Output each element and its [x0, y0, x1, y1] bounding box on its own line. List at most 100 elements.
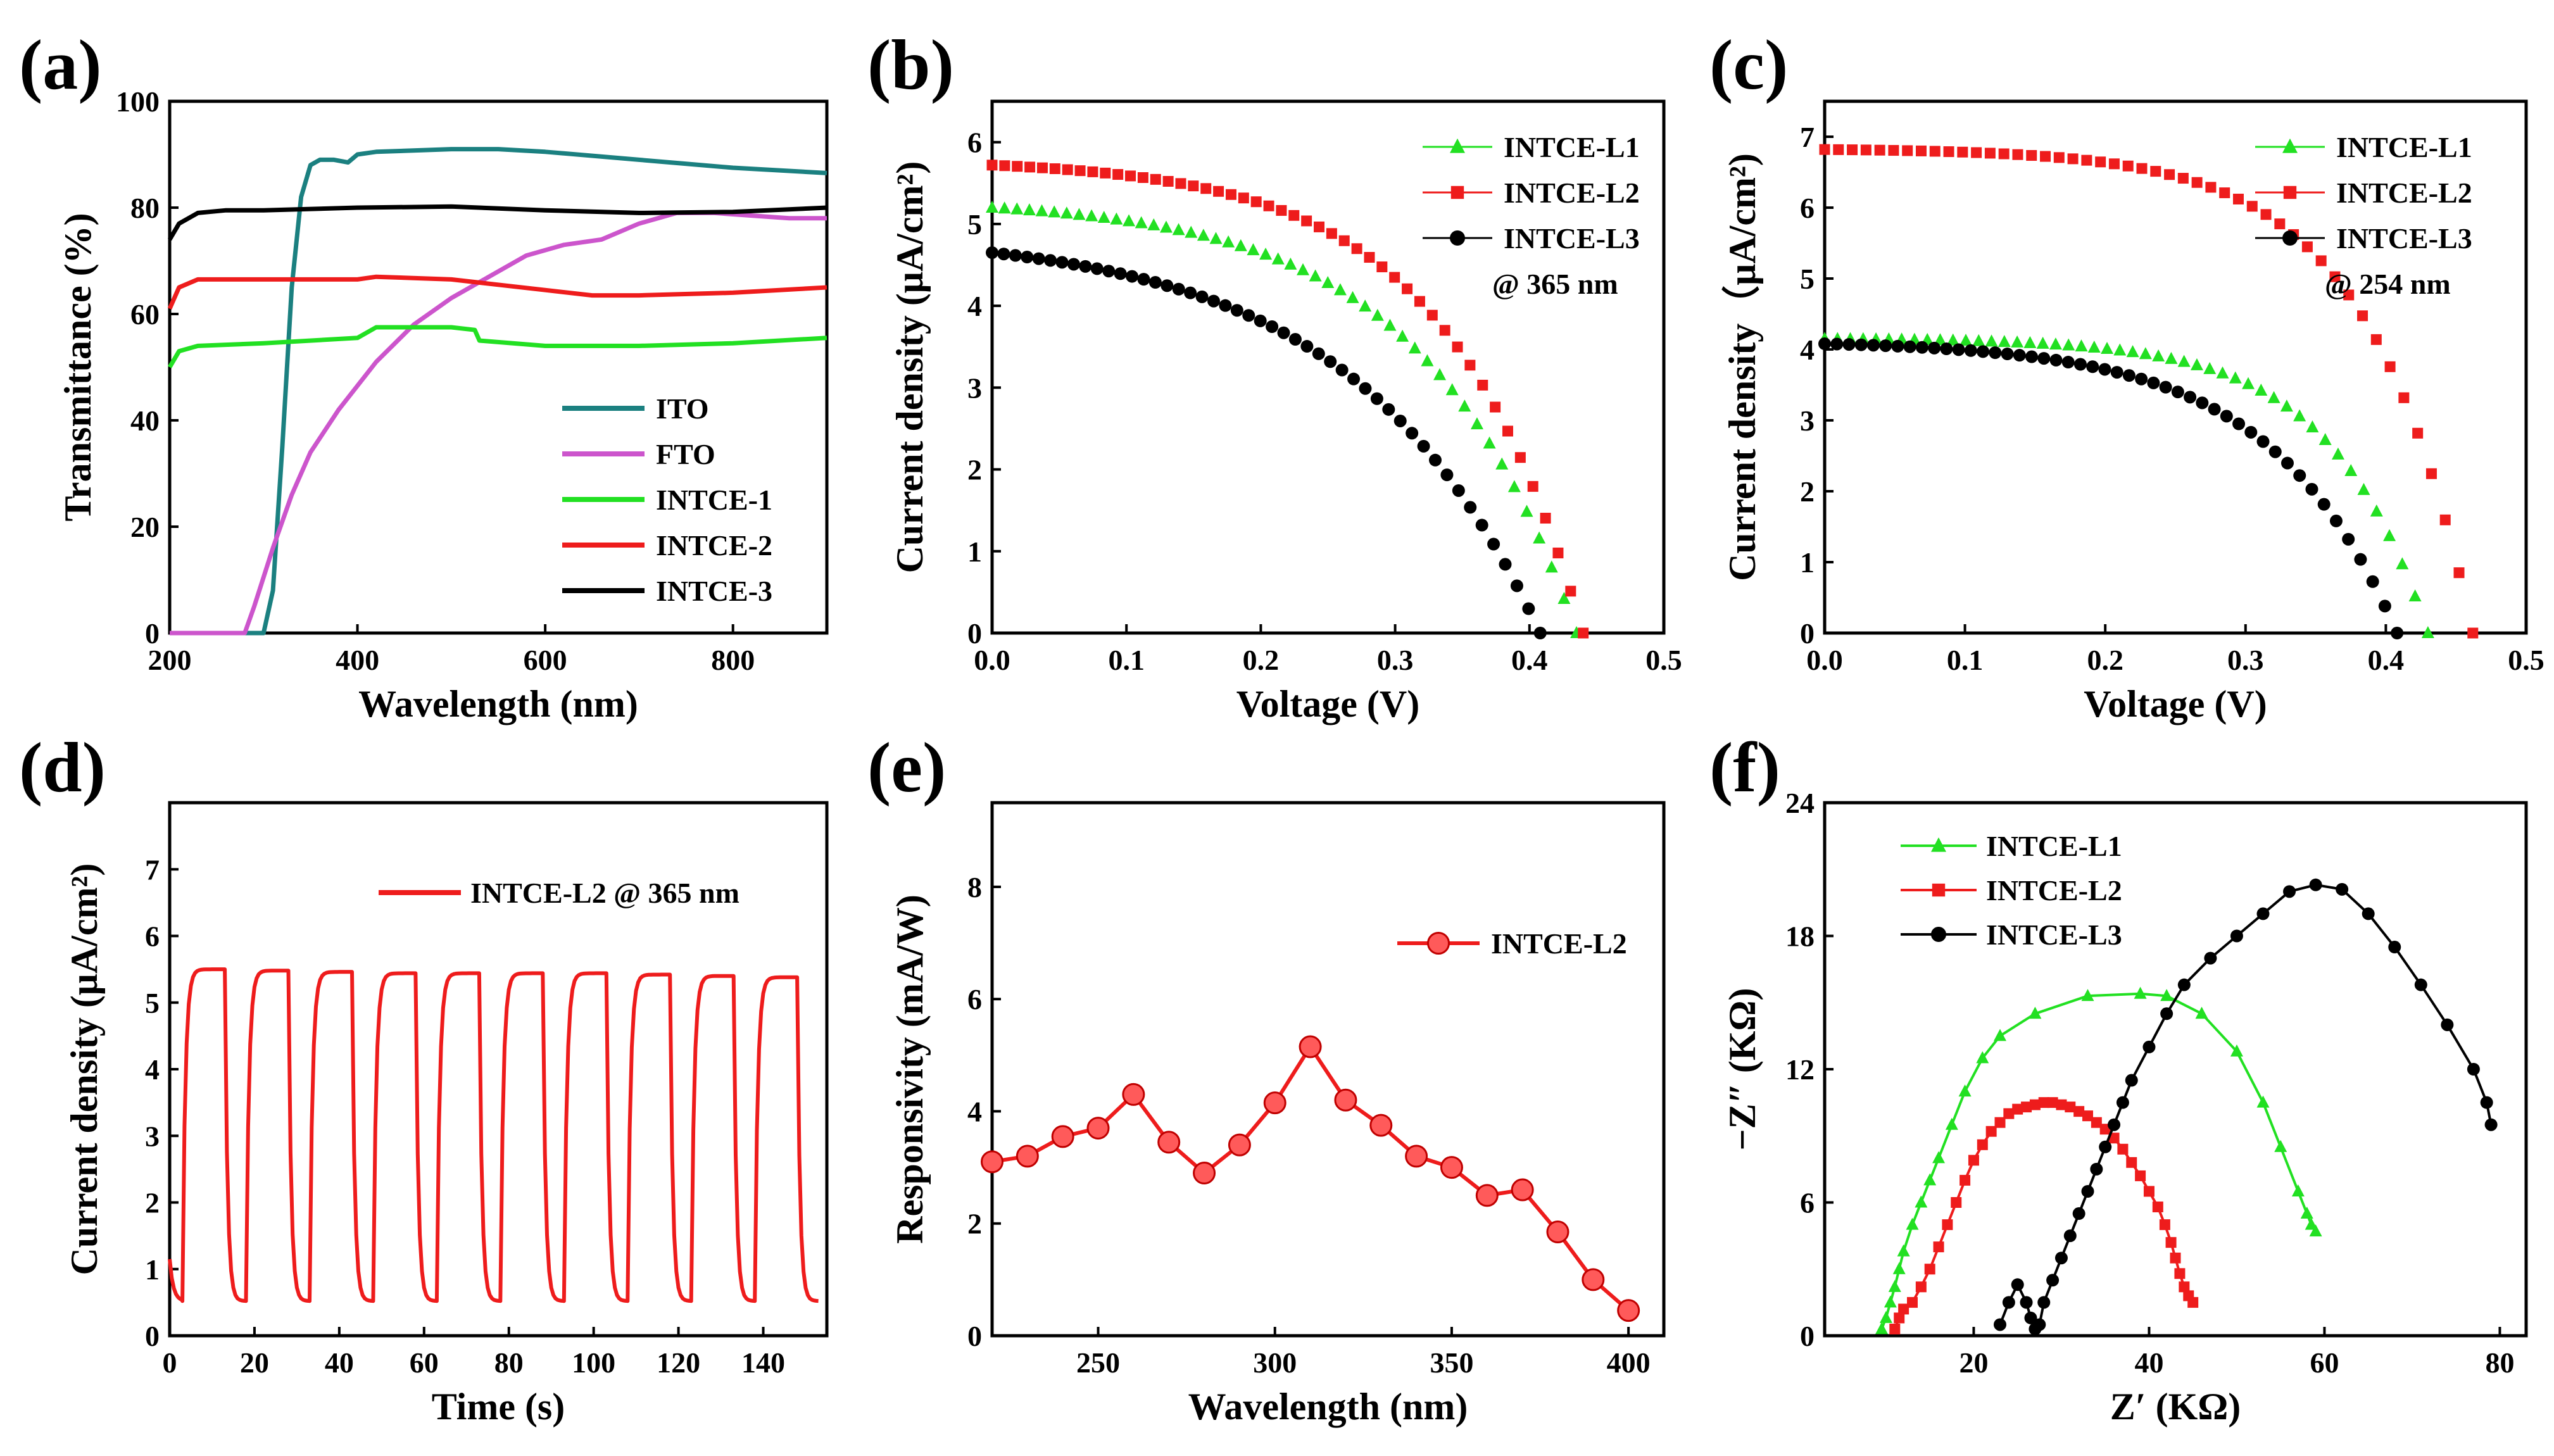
- data-point: [2370, 334, 2382, 345]
- data-point: [2370, 504, 2383, 517]
- data-point: [1200, 183, 1212, 194]
- data-point: [2378, 599, 2391, 613]
- data-point: [1915, 341, 1928, 354]
- y-tick-label: 0: [145, 617, 160, 650]
- data-point: [1923, 1173, 1937, 1186]
- data-point: [1994, 1117, 2006, 1128]
- data-point: [2293, 409, 2306, 422]
- data-point: [1892, 1262, 1906, 1274]
- data-point: [1902, 145, 1913, 156]
- legend-marker: [1450, 230, 1465, 246]
- series-line-ito: [170, 147, 827, 636]
- data-point: [1266, 320, 1279, 333]
- data-point: [1334, 1088, 1357, 1112]
- data-point: [1417, 439, 1430, 453]
- data-point: [1048, 205, 1061, 218]
- data-point: [1527, 480, 1538, 492]
- data-point: [2047, 1097, 2058, 1108]
- data-point: [1977, 1139, 1988, 1150]
- data-point: [1213, 185, 1224, 197]
- data-point: [2139, 347, 2152, 360]
- data-point: [1321, 275, 1335, 288]
- data-point: [2246, 201, 2258, 212]
- data-point: [1540, 513, 1551, 524]
- x-tick-label: 80: [2485, 1346, 2514, 1379]
- data-point: [2150, 166, 2161, 177]
- data-point: [1277, 326, 1290, 339]
- data-point: [1326, 228, 1337, 239]
- legend-label: INTCE-2: [656, 529, 772, 562]
- data-point: [2357, 310, 2368, 322]
- data-point: [1960, 1174, 1971, 1186]
- data-point: [2293, 469, 2306, 482]
- data-point: [2108, 158, 2120, 170]
- series-line-intce-l2: [1893, 1101, 2194, 1330]
- wavelength-annotation: @ 365 nm: [1492, 268, 1618, 300]
- data-point: [2135, 1170, 2146, 1181]
- x-axis-title: Z′ (KΩ): [2110, 1386, 2241, 1428]
- data-point: [1546, 1221, 1570, 1244]
- data-point: [1299, 1035, 1322, 1058]
- data-point: [1833, 144, 1844, 155]
- x-tick-label: 100: [572, 1346, 615, 1379]
- x-axis-title: Time (s): [432, 1386, 565, 1428]
- legend-label: INTCE-L2: [2336, 177, 2472, 209]
- data-point: [1062, 164, 1073, 175]
- data-point: [2011, 335, 2024, 348]
- panel-e-responsivity-chart: 250 300 350 400 0 2 4 6 8 Wavelength (nm) Responsi…: [889, 801, 1666, 1428]
- data-point: [1565, 586, 1576, 597]
- data-point: [986, 160, 998, 171]
- data-point: [2126, 1157, 2137, 1168]
- data-point: [1989, 346, 2002, 360]
- data-point: [2388, 941, 2401, 954]
- data-point: [1440, 468, 1454, 482]
- data-point: [2306, 420, 2319, 433]
- data-point: [2177, 355, 2191, 367]
- data-point: [2329, 514, 2343, 527]
- y-tick-label: 5: [1800, 263, 1815, 295]
- data-point: [1079, 260, 1092, 273]
- data-point: [2108, 1133, 2120, 1144]
- x-axis-title: Voltage (V): [2084, 683, 2267, 725]
- series-line-intce-1: [167, 325, 827, 368]
- data-point: [2029, 1099, 2041, 1110]
- data-point: [1347, 372, 1361, 386]
- x-tick-label: 0: [163, 1346, 177, 1379]
- data-point: [2143, 1186, 2155, 1197]
- data-point: [2160, 1007, 2173, 1020]
- y-tick-label: 1: [967, 536, 982, 568]
- legend-label: INTCE-L2: [1491, 927, 1627, 960]
- legend-label: INTCE-L1: [2336, 131, 2472, 163]
- data-point: [1222, 235, 1235, 248]
- data-point: [2174, 1268, 2186, 1279]
- data-point: [1137, 273, 1150, 286]
- data-point: [1470, 417, 1483, 430]
- data-point: [1123, 214, 1136, 227]
- data-point: [1314, 221, 1325, 232]
- data-point: [2082, 1110, 2093, 1122]
- data-point: [1085, 209, 1098, 222]
- data-point: [1946, 333, 1960, 346]
- x-tick-label: 600: [524, 644, 567, 676]
- data-point: [2191, 177, 2203, 188]
- data-point: [1135, 216, 1148, 229]
- data-point: [2480, 1096, 2493, 1109]
- data-point: [1024, 161, 1036, 173]
- data-point: [2414, 978, 2427, 991]
- data-point: [2029, 1007, 2042, 1019]
- data-point: [2098, 363, 2111, 376]
- data-point: [1458, 399, 1471, 412]
- data-point: [1875, 1322, 1889, 1334]
- data-point: [2344, 463, 2358, 476]
- data-point: [1943, 146, 1954, 158]
- data-point: [2159, 380, 2172, 394]
- y-axis-title: Responsivity (mA/W): [889, 894, 931, 1244]
- x-tick-label: 0.5: [2508, 644, 2545, 676]
- data-point: [1016, 1145, 1039, 1168]
- data-point: [1426, 310, 1438, 321]
- data-point: [1932, 1151, 1946, 1164]
- data-point: [2025, 350, 2039, 363]
- data-point: [2229, 371, 2242, 384]
- x-axis-title: Wavelength (nm): [1188, 1386, 1468, 1428]
- data-point: [1915, 1281, 1927, 1293]
